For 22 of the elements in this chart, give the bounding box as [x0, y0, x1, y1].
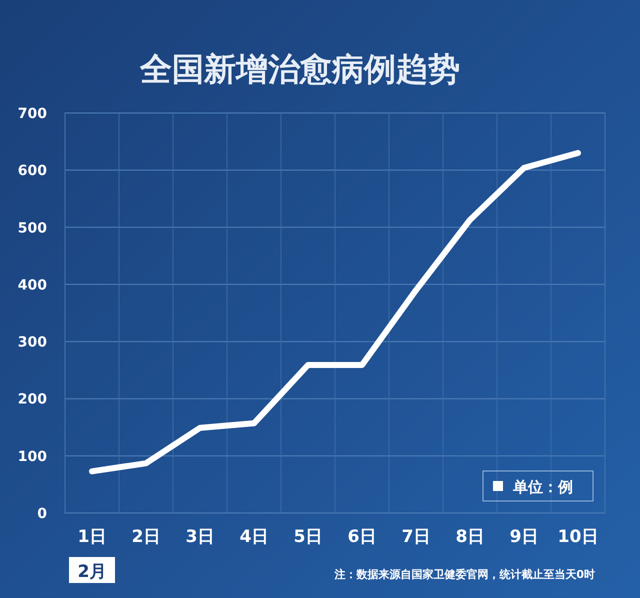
x-tick-label: 10日	[558, 527, 598, 547]
x-tick-label: 4日	[240, 527, 268, 547]
y-tick-label: 700	[18, 106, 48, 122]
chart-title: 全国新增治愈病例趋势	[139, 50, 460, 88]
x-tick-label: 1日	[78, 527, 106, 547]
y-tick-label: 0	[37, 506, 48, 522]
y-tick-label: 300	[18, 334, 48, 351]
text: 注：数据来源自国家卫健委官网，统计截止至当天0时	[333, 568, 595, 581]
x-tick-label: 5日	[294, 527, 322, 547]
x-tick-label: 7日	[402, 527, 430, 547]
x-tick-label: 3日	[186, 527, 214, 547]
x-tick-label: 6日	[348, 527, 376, 547]
y-tick-label: 600	[18, 163, 48, 180]
y-tick-label: 400	[18, 277, 48, 294]
y-tick-label: 500	[18, 220, 48, 236]
x-tick-label: 9日	[510, 527, 538, 547]
legend-label: 单位：例	[512, 478, 573, 496]
x-axis-title: 2月	[78, 562, 106, 582]
x-tick-label: 8日	[456, 527, 484, 547]
y-tick-label: 100	[18, 448, 48, 465]
y-tick-label: 200	[18, 392, 48, 408]
x-tick-label: 2日	[132, 527, 160, 547]
